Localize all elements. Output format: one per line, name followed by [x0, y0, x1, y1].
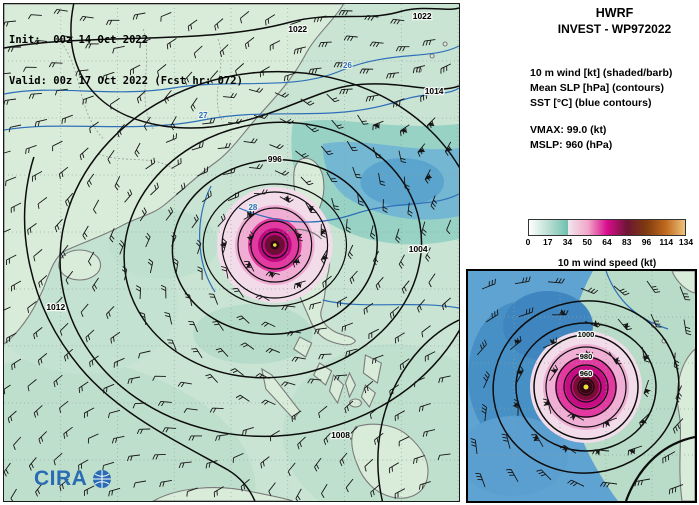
colorbar-segment [587, 220, 607, 235]
main-map-canvas: 1022 1022 1014 1012 996 1004 1008 26 27 … [4, 4, 459, 501]
slp-label: 1022 [288, 24, 307, 34]
colorbar-tick: 114 [659, 237, 674, 247]
storm-inset-panel: 960 980 1000 [466, 269, 697, 503]
colorbar-segment [626, 220, 646, 235]
storm-id: INVEST - WP972022 [557, 22, 672, 36]
slp-label: 1008 [331, 430, 350, 440]
cira-logo: CIRA [34, 467, 112, 491]
colorbar-tick: 17 [543, 237, 553, 247]
colorbar-tick: 0 [525, 237, 531, 247]
admin-boundaries [58, 28, 224, 170]
sst-contours [4, 45, 459, 309]
contour-labels: 1022 1022 1014 1012 996 1004 1008 26 27 … [45, 10, 445, 442]
legend-block: 10 m wind [kt] (shaded/barb) Mean SLP [h… [530, 66, 699, 112]
storm-center [217, 187, 333, 303]
slp-label: 1022 [413, 11, 432, 21]
colorbar-segment [665, 220, 685, 235]
colorbar-segment [607, 220, 627, 235]
colorbar-tick: 34 [562, 237, 573, 247]
valid-line: Valid: 00z 17 Oct 2022 (Fcst hr: 072) [9, 75, 243, 88]
inset-slp-contours [492, 300, 695, 501]
model-header: HWRF INVEST - WP972022 [464, 6, 699, 36]
model-name: HWRF [595, 6, 634, 20]
wind-speed-colorbar [528, 219, 686, 236]
slp-label: 1012 [46, 302, 65, 312]
inset-slp-label: 960 [580, 369, 593, 378]
inset-wind-shading [468, 271, 695, 501]
legend-slp: Mean SLP [hPa] (contours) [530, 82, 664, 95]
slp-label: 1004 [409, 244, 428, 254]
legend-wind: 10 m wind [kt] (shaded/barb) [530, 67, 673, 79]
inset-wind-barbs [470, 276, 692, 495]
colorbar-tick: 50 [582, 237, 592, 247]
slp-contours [4, 4, 459, 501]
colorbar-segment [568, 220, 588, 235]
colorbar-segment [548, 220, 568, 235]
inset-sst-contours [605, 271, 669, 330]
mslp-value: MSLP: 960 (hPa) [530, 138, 613, 151]
slp-label: 1014 [425, 86, 444, 96]
forecast-time-block: Init: 00z 14 Oct 2022 Valid: 00z 17 Oct … [9, 7, 243, 116]
init-line: Init: 00z 14 Oct 2022 [9, 34, 149, 47]
inset-slp-label: 980 [580, 352, 593, 361]
colorbar-segment [646, 220, 666, 235]
colorbar-wrap: 0 17 34 50 64 83 96 114 134 10 m wind speed (kt) [525, 219, 693, 269]
globe-icon [93, 470, 112, 488]
inset-slp-label: 1000 [578, 330, 595, 339]
sst-label: 28 [248, 203, 257, 212]
colorbar-segment [529, 220, 549, 235]
inset-contour-labels: 960 980 1000 [576, 329, 595, 380]
wind-barbs [4, 8, 453, 501]
colorbar-tick: 64 [602, 237, 612, 247]
colorbar-tick: 134 [678, 237, 694, 247]
sst-label: 26 [343, 61, 352, 70]
sst-label: 27 [199, 111, 208, 120]
slp-label: 996 [268, 154, 282, 164]
vmax-value: VMAX: 99.0 (kt) [530, 123, 607, 136]
colorbar-label: 10 m wind speed (kt) [557, 258, 657, 269]
info-panel: HWRF INVEST - WP972022 10 m wind [kt] (s… [464, 0, 699, 269]
main-map-panel: 1022 1022 1014 1012 996 1004 1008 26 27 … [3, 3, 460, 502]
stats-block: VMAX: 99.0 (kt) MSLP: 960 (hPa) [530, 123, 699, 153]
colorbar-ticks: 0 17 34 50 64 83 96 114 134 [525, 237, 693, 249]
colorbar-tick: 83 [622, 237, 632, 247]
inset-map-canvas: 960 980 1000 [468, 271, 695, 501]
legend-sst: SST [°C] (blue contours) [530, 97, 652, 110]
colorbar-tick: 96 [641, 237, 652, 247]
cira-logo-text: CIRA [34, 467, 88, 490]
